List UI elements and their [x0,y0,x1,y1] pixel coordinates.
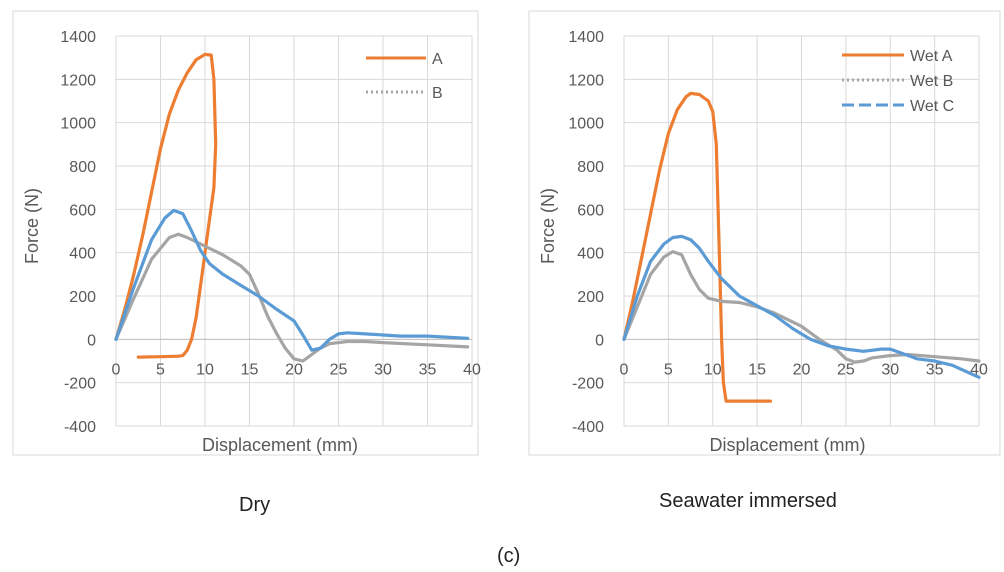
legend-label: Wet C [910,98,954,115]
legend: AB [366,51,443,102]
series-line-2 [622,250,981,364]
y-tick-label: 0 [595,332,604,349]
y-tick-label: 200 [69,289,96,306]
caption-seawater: Seawater immersed [659,490,837,512]
series-line-3 [622,234,981,379]
y-axis-title: Force (N) [538,188,558,264]
x-tick-label: 20 [793,361,811,378]
legend-label: Wet A [910,48,953,65]
x-tick-label: 35 [419,361,437,378]
y-tick-label: 600 [577,202,604,219]
x-tick-label: 0 [620,361,629,378]
y-tick-label: 400 [577,246,604,263]
legend: Wet A Wet B Wet C [842,48,954,115]
x-tick-label: 30 [374,361,392,378]
x-tick-label: 10 [704,361,722,378]
y-tick-label: 800 [577,159,604,176]
x-tick-label: 15 [241,361,259,378]
y-tick-label: 600 [69,202,96,219]
y-tick-label: 0 [87,332,96,349]
x-tick-label: 25 [330,361,348,378]
chart-frame [12,10,479,456]
y-tick-label: 1200 [568,72,604,89]
y-tick-label: 1200 [60,72,96,89]
y-tick-label: -200 [572,376,604,393]
legend-label: Wet B [910,73,953,90]
y-tick-label: -400 [572,419,604,436]
x-tick-label: 35 [926,361,944,378]
chart-frame [528,10,1001,456]
series-line-1 [622,91,773,403]
y-axis-title: Force (N) [22,188,42,264]
chart-2: -400 -200 0 200 400 600 800 1000 1200 1400 0 5 10 15 2… [528,10,1001,456]
series-line-2 [114,232,470,363]
y-tick-label: 200 [577,289,604,306]
x-tick-label: 20 [285,361,303,378]
y-tick-label: 1000 [568,116,604,133]
x-tick-label: 0 [112,361,121,378]
x-tick-label: 10 [196,361,214,378]
y-tick-label: 400 [69,246,96,263]
y-tick-label: 1400 [60,29,96,46]
x-tick-label: 25 [837,361,855,378]
x-tick-label: 40 [463,361,481,378]
x-tick-label: 5 [664,361,673,378]
x-tick-label: 5 [156,361,165,378]
y-tick-label: -200 [64,376,96,393]
legend-label: A [432,51,443,68]
y-tick-label: 1400 [568,29,604,46]
caption-dry: Dry [239,494,271,516]
x-tick-label: 30 [881,361,899,378]
caption-figure: (c) [497,545,521,567]
y-tick-label: 800 [69,159,96,176]
series-line-1 [114,52,218,359]
chart-1: -400 -200 0 200 400 600 800 1000 1200 1400 0 5 10 15 2… [12,10,481,456]
y-tick-label: -400 [64,419,96,436]
x-tick-label: 15 [748,361,766,378]
x-axis-title: Displacement (mm) [202,435,358,455]
y-tick-label: 1000 [60,116,96,133]
series-line-3 [114,208,470,352]
legend-label: B [432,85,443,102]
x-axis-title: Displacement (mm) [709,435,865,455]
